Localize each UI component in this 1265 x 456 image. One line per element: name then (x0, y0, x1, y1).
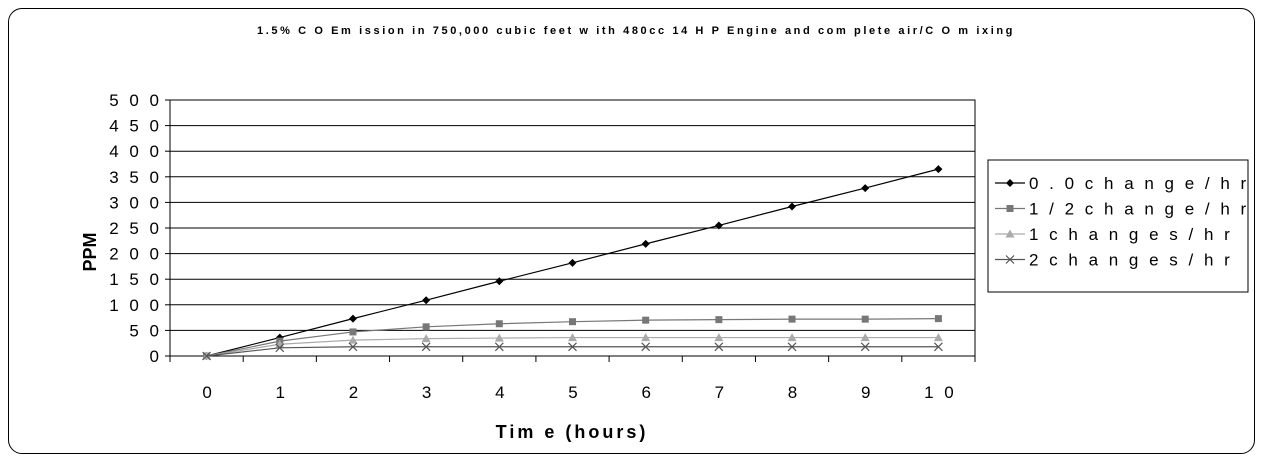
data-point (348, 314, 357, 323)
legend-marker (1005, 229, 1015, 238)
data-point (422, 323, 430, 331)
x-tick-label: 5 (568, 383, 580, 402)
x-axis-ticks: 0 1 2 3 4 5 6 7 8 9 1 0 (169, 356, 976, 402)
data-point (860, 342, 870, 352)
legend-item: 1 c h a n g e s / h r (995, 225, 1233, 244)
y-tick-label: 1 5 0 (109, 270, 162, 289)
data-point (275, 343, 285, 353)
data-point (421, 342, 431, 352)
x-tick-label: 4 (495, 383, 507, 402)
data-point (934, 315, 942, 323)
data-point (861, 315, 869, 323)
data-point (642, 316, 650, 324)
data-point (788, 202, 797, 211)
y-tick-label: 0 (150, 347, 162, 366)
data-point (787, 342, 797, 352)
data-point (714, 333, 724, 342)
data-point (934, 165, 943, 174)
data-point (641, 342, 651, 352)
legend-label: 1 c h a n g e s / h r (1029, 225, 1233, 244)
legend-item: 0 . 0 c h a n g e / h r (995, 174, 1249, 193)
legend-marker (1006, 179, 1014, 187)
legend-label: 2 c h a n g e s / h r (1029, 251, 1233, 270)
data-point (422, 296, 431, 305)
data-point (641, 239, 650, 248)
gridlines (170, 99, 975, 357)
y-tick-label: 2 0 0 (109, 245, 162, 264)
x-tick-label: 7 (715, 383, 727, 402)
data-point (348, 335, 358, 344)
data-point (421, 334, 431, 343)
series-group (202, 165, 943, 361)
data-point (568, 333, 577, 342)
data-point (495, 320, 503, 328)
data-point (714, 342, 724, 352)
y-tick-label: 3 0 0 (109, 193, 162, 212)
legend-item: 2 c h a n g e s / h r (995, 251, 1233, 270)
x-tick-label: 8 (788, 383, 800, 402)
x-tick-label: 1 (276, 383, 288, 402)
data-point (933, 342, 943, 352)
legend-label: 0 . 0 c h a n g e / h r (1029, 174, 1249, 193)
x-tick-label: 3 (422, 383, 434, 402)
data-point (568, 258, 577, 267)
data-point (787, 333, 797, 342)
y-tick-label: 5 0 (129, 321, 162, 340)
data-point (495, 277, 504, 286)
x-tick-label: 0 (202, 383, 214, 402)
x-axis-label: Tim e (hours) (496, 422, 649, 442)
y-tick-label: 3 5 0 (109, 168, 162, 187)
y-axis-ticks: 0 5 0 1 0 0 1 5 0 2 0 0 2 5 0 3 0 0 3 5 0 4 0 0 4… (109, 91, 170, 366)
series-line (206, 346, 939, 357)
data-point (861, 184, 870, 193)
data-point (569, 318, 576, 326)
data-point (860, 333, 870, 342)
x-tick-label: 9 (861, 383, 873, 402)
y-tick-label: 1 0 0 (109, 296, 162, 315)
data-point (788, 315, 796, 323)
legend-item: 1 / 2 c h a n g e / h r (995, 200, 1249, 219)
data-point (202, 351, 212, 361)
y-tick-label: 4 0 0 (109, 142, 162, 161)
y-tick-label: 5 0 0 (109, 91, 162, 110)
legend-label: 1 / 2 c h a n g e / h r (1029, 200, 1249, 219)
x-tick-label: 1 0 (924, 383, 957, 402)
data-point (641, 333, 651, 342)
data-point (568, 342, 577, 352)
data-point (349, 328, 357, 336)
legend: 0 . 0 c h a n g e / h r 1 / 2 c h a n g e… (987, 159, 1249, 293)
y-tick-label: 2 5 0 (109, 219, 162, 238)
data-point (714, 221, 723, 230)
legend-marker (1005, 255, 1015, 264)
chart-title: 1.5% C O Em ission in 750,000 cubic feet… (257, 25, 1015, 37)
data-point (715, 316, 723, 324)
y-axis-label: PPM (80, 232, 100, 271)
legend-box (987, 159, 1249, 293)
legend-marker (1006, 205, 1014, 212)
series-4 (202, 342, 943, 361)
data-point (494, 342, 504, 352)
data-point (348, 342, 358, 352)
data-point (494, 333, 504, 342)
x-tick-label: 2 (349, 383, 361, 402)
x-tick-label: 6 (641, 383, 653, 402)
y-tick-label: 4 5 0 (109, 117, 162, 136)
data-point (933, 333, 943, 342)
